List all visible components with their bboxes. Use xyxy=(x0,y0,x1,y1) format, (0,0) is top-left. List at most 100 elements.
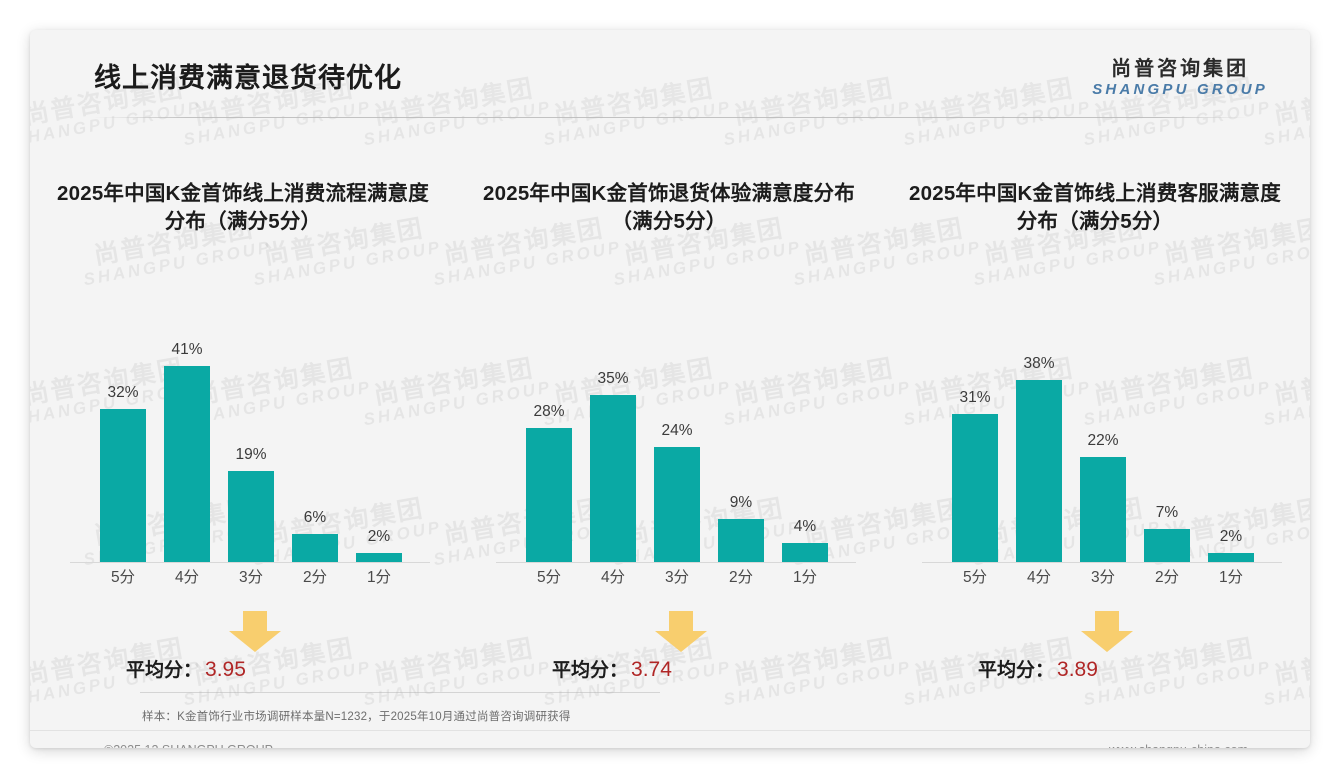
bar[interactable] xyxy=(952,413,998,563)
bar-value-label: 24% xyxy=(661,422,693,440)
page-title: 线上消费满意退货待优化 xyxy=(94,63,402,93)
chart-panel: 2025年中国K金首饰退货体验满意度分布（满分5分） 28% 35% 24% 9% 4% 5… xyxy=(456,150,882,701)
bar-slot: 4% xyxy=(774,293,836,563)
x-axis-tick-label: 2分 xyxy=(728,568,754,586)
chart-panel: 2025年中国K金首饰线上消费流程满意度分布（满分5分） 32% 41% 19% 6% 2… xyxy=(30,150,456,701)
x-axis-tick-row: 5分 4分 3分 2分 1分 xyxy=(92,565,410,587)
x-axis-tick-label: 1分 xyxy=(366,568,392,586)
footer-website[interactable]: www.shangpu-china.com xyxy=(1109,743,1248,748)
average-score-label: 平均分： xyxy=(978,659,1055,681)
x-axis-tick-row: 5分 4分 3分 2分 1分 xyxy=(518,565,836,587)
bar-value-label: 9% xyxy=(729,494,753,512)
average-score-block: 平均分： 3.89 xyxy=(882,610,1308,701)
x-axis-line xyxy=(922,561,1282,563)
x-axis-tick-label: 4分 xyxy=(600,568,626,586)
bar-value-label: 6% xyxy=(303,508,327,526)
bar-group: 32% 41% 19% 6% 2% xyxy=(92,293,410,563)
bar-value-label: 41% xyxy=(171,340,203,358)
charts-row: 2025年中国K金首饰线上消费流程满意度分布（满分5分） 32% 41% 19% 6% 2… xyxy=(30,150,1310,701)
footnote-text: 样本：K金首饰行业市场调研样本量N=1232，于2025年10月通过尚普咨询调研… xyxy=(142,711,571,723)
chart-panel: 2025年中国K金首饰线上消费客服满意度分布（满分5分） 31% 38% 22% 7% 2… xyxy=(882,150,1308,701)
header-divider xyxy=(94,117,1249,118)
bar[interactable] xyxy=(356,552,402,563)
bar[interactable] xyxy=(654,447,700,563)
down-arrow-icon xyxy=(652,610,710,653)
chart-title: 2025年中国K金首饰线上消费流程满意度分布（满分5分） xyxy=(57,182,429,234)
bar-slot: 22% xyxy=(1072,293,1134,563)
bar-slot: 41% xyxy=(156,293,218,563)
bar-slot: 24% xyxy=(646,293,708,563)
bar-group: 31% 38% 22% 7% 2% xyxy=(944,293,1262,563)
bar-value-label: 31% xyxy=(959,388,991,406)
bar[interactable] xyxy=(590,394,636,563)
x-axis-tick-label: 5分 xyxy=(962,568,988,586)
bar-value-label: 32% xyxy=(107,383,139,401)
x-axis-tick-label: 3分 xyxy=(238,568,264,586)
bar-value-label: 7% xyxy=(1155,503,1179,521)
average-score-block: 平均分： 3.74 xyxy=(456,610,882,701)
x-axis-tick-row: 5分 4分 3分 2分 1分 xyxy=(944,565,1262,587)
bar[interactable] xyxy=(1016,380,1062,563)
chart-plot-area: 32% 41% 19% 6% 2% 5分 4分 3分 2分 1分 xyxy=(30,253,456,586)
slide-card: 尚普咨询集团 SHANGPU GROUP 尚普咨询集团 SHANGPU GROUP 尚普… xyxy=(30,30,1310,748)
down-arrow-icon xyxy=(226,610,284,653)
bar-slot: 19% xyxy=(220,293,282,563)
bar[interactable] xyxy=(782,543,828,563)
average-score-text: 平均分： 3.74 xyxy=(552,655,672,682)
bar[interactable] xyxy=(292,533,338,563)
brand-logo-en: SHANGPU GROUP xyxy=(1092,81,1268,98)
bar-slot: 2% xyxy=(348,293,410,563)
x-axis-line xyxy=(70,561,430,563)
bar-value-label: 19% xyxy=(235,446,267,464)
bar-value-label: 22% xyxy=(1087,431,1119,449)
bar-slot: 32% xyxy=(92,293,154,563)
bar[interactable] xyxy=(228,471,274,563)
bar[interactable] xyxy=(1208,552,1254,563)
x-axis-tick-label: 5分 xyxy=(536,568,562,586)
bar[interactable] xyxy=(1080,456,1126,563)
bar-slot: 2% xyxy=(1200,293,1262,563)
footer-divider xyxy=(30,730,1310,731)
x-axis-tick-label: 4分 xyxy=(1026,568,1052,586)
bar-value-label: 28% xyxy=(533,403,565,421)
average-score-label: 平均分： xyxy=(126,659,203,681)
bar[interactable] xyxy=(100,408,146,563)
bar-slot: 31% xyxy=(944,293,1006,563)
slide-header: 线上消费满意退货待优化 尚普咨询集团 SHANGPU GROUP xyxy=(30,30,1310,120)
bar-slot: 6% xyxy=(284,293,346,563)
x-axis-tick-label: 2分 xyxy=(1154,568,1180,586)
bar-slot: 28% xyxy=(518,293,580,563)
average-score-label: 平均分： xyxy=(552,659,629,681)
brand-logo-cn: 尚普咨询集团 xyxy=(1111,58,1250,80)
x-axis-tick-label: 2分 xyxy=(302,568,328,586)
footer-copyright: ©2025.12 SHANGPU GROUP xyxy=(104,743,273,748)
bar[interactable] xyxy=(1144,528,1190,563)
average-score-text: 平均分： 3.95 xyxy=(126,655,246,682)
bar-value-label: 4% xyxy=(793,518,817,536)
average-score-value: 3.89 xyxy=(1057,657,1098,681)
chart-title: 2025年中国K金首饰退货体验满意度分布（满分5分） xyxy=(483,182,855,234)
chart-title: 2025年中国K金首饰线上消费客服满意度分布（满分5分） xyxy=(909,182,1281,234)
chart-plot-area: 28% 35% 24% 9% 4% 5分 4分 3分 2分 1分 xyxy=(456,253,882,586)
x-axis-line xyxy=(496,561,856,563)
x-axis-tick-label: 5分 xyxy=(110,568,136,586)
x-axis-tick-label: 4分 xyxy=(174,568,200,586)
x-axis-tick-label: 3分 xyxy=(664,568,690,586)
average-score-text: 平均分： 3.89 xyxy=(978,655,1098,682)
average-score-value: 3.95 xyxy=(205,657,246,681)
bar-slot: 38% xyxy=(1008,293,1070,563)
bar-group: 28% 35% 24% 9% 4% xyxy=(518,293,836,563)
bar-value-label: 2% xyxy=(367,527,391,545)
x-axis-tick-label: 1分 xyxy=(1218,568,1244,586)
bar[interactable] xyxy=(526,428,572,563)
x-axis-tick-label: 3分 xyxy=(1090,568,1116,586)
bar-slot: 35% xyxy=(582,293,644,563)
bar[interactable] xyxy=(164,365,210,563)
bar-value-label: 2% xyxy=(1219,527,1243,545)
footnote-divider xyxy=(140,692,660,693)
bar-value-label: 38% xyxy=(1023,355,1055,373)
chart-plot-area: 31% 38% 22% 7% 2% 5分 4分 3分 2分 1分 xyxy=(882,253,1308,586)
bar-slot: 9% xyxy=(710,293,772,563)
bar[interactable] xyxy=(718,519,764,563)
